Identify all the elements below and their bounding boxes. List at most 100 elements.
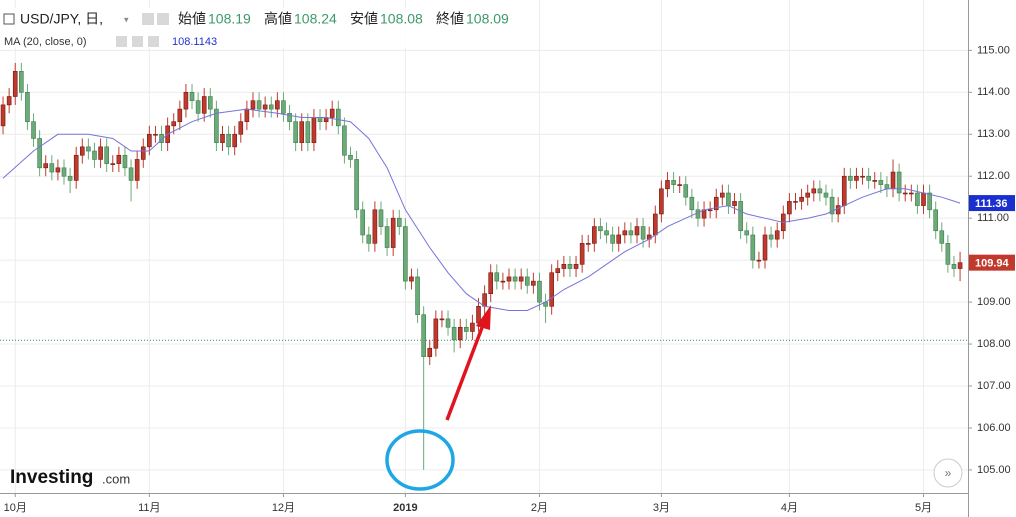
- candle-body: [195, 100, 201, 114]
- x-tick-label: 10月: [4, 502, 27, 514]
- candle-body: [311, 117, 317, 143]
- candle-body: [671, 180, 676, 185]
- candle-body: [140, 146, 146, 160]
- candle-body: [268, 104, 274, 110]
- candle-body: [73, 154, 79, 181]
- candle-body: [427, 347, 433, 357]
- candle-body: [848, 175, 853, 181]
- candle-body: [79, 146, 85, 156]
- candle-body: [134, 159, 140, 181]
- candle-body: [433, 318, 439, 349]
- candle-body: [25, 92, 30, 122]
- candle-body: [732, 201, 737, 206]
- candle-body: [92, 150, 97, 160]
- candle-body: [768, 234, 774, 240]
- candle-body: [43, 163, 49, 169]
- y-tick-label: 112.00: [977, 170, 1010, 182]
- candle-body: [275, 100, 280, 110]
- candle-body: [866, 175, 871, 181]
- candle-body: [677, 184, 682, 186]
- candle-body: [915, 192, 920, 206]
- candle-body: [872, 180, 878, 182]
- candle-body: [933, 209, 938, 232]
- y-tick-label: 108.00: [977, 338, 1011, 350]
- candle-body: [384, 226, 390, 248]
- candle-body: [665, 180, 670, 190]
- y-tick-label: 113.00: [977, 128, 1010, 140]
- y-tick-label: 115.00: [977, 44, 1010, 56]
- candle-body: [470, 322, 475, 332]
- candle-body: [762, 234, 768, 261]
- candle-body: [805, 192, 810, 198]
- candle-body: [208, 96, 213, 110]
- candle-body: [878, 180, 884, 185]
- candle-body: [854, 175, 859, 181]
- candle-body: [67, 175, 73, 181]
- candle-body: [622, 230, 628, 236]
- candle-body: [342, 125, 347, 156]
- candle-body: [659, 188, 664, 215]
- candle-body: [55, 167, 61, 173]
- ma-price-tag-box: [969, 195, 1015, 212]
- candle-body: [250, 100, 256, 110]
- candle-body: [744, 230, 750, 236]
- candle-body: [122, 154, 128, 169]
- candle-body: [902, 192, 908, 195]
- last-price-tag-box: [969, 254, 1015, 271]
- symbol: USD/JPY, 日,: [20, 11, 103, 27]
- candle-body: [756, 259, 762, 262]
- candle-body: [592, 226, 597, 244]
- candle-body: [945, 243, 951, 265]
- candle-body: [726, 192, 731, 206]
- candle-body: [299, 121, 305, 143]
- candle-body: [774, 230, 780, 240]
- candle-body: [829, 196, 835, 215]
- candle-body: [909, 192, 914, 195]
- candle-body: [445, 318, 451, 328]
- candle-body: [457, 326, 463, 341]
- candle-body: [220, 133, 225, 143]
- candle-body: [555, 268, 561, 274]
- ohlc-label: 始値: [178, 11, 206, 27]
- candle-body: [652, 213, 658, 236]
- y-tick-label: 111.00: [977, 212, 1009, 224]
- candle-body: [153, 133, 158, 136]
- scroll-icon[interactable]: »: [945, 466, 952, 480]
- candle-body: [317, 117, 323, 122]
- candle-body: [482, 293, 487, 307]
- candle-body: [421, 314, 426, 357]
- candle-body: [336, 108, 341, 127]
- indicator-icon: [116, 36, 127, 47]
- candle-body: [244, 108, 250, 122]
- candle-body: [390, 217, 396, 248]
- candle-body: [232, 133, 237, 148]
- candle-body: [951, 264, 957, 269]
- candle-body: [896, 171, 902, 194]
- candle-body: [604, 230, 609, 236]
- candle-body: [549, 272, 554, 307]
- candle-body: [305, 121, 311, 143]
- candle-body: [860, 175, 865, 178]
- candle-body: [6, 96, 12, 106]
- indicator-value: 108.1143: [172, 36, 217, 48]
- candle-body: [293, 121, 298, 143]
- settings-icon: [157, 13, 169, 25]
- candle-body: [256, 100, 262, 110]
- scroll-button[interactable]: [933, 458, 963, 488]
- candle-body: [360, 209, 365, 236]
- candle-body: [890, 171, 896, 190]
- logo-brand: Investing: [10, 467, 93, 488]
- candle-body: [524, 276, 530, 286]
- candle-body: [488, 272, 494, 295]
- candle-body: [787, 201, 792, 215]
- candle-body: [12, 71, 18, 97]
- candle-body: [713, 196, 719, 211]
- indicator-icon: [132, 36, 143, 47]
- candle-body: [214, 108, 219, 143]
- candle-body: [500, 280, 506, 283]
- candle-body: [689, 196, 695, 211]
- candle-body: [683, 184, 689, 198]
- candle-body: [116, 154, 122, 164]
- candle-body: [793, 201, 798, 203]
